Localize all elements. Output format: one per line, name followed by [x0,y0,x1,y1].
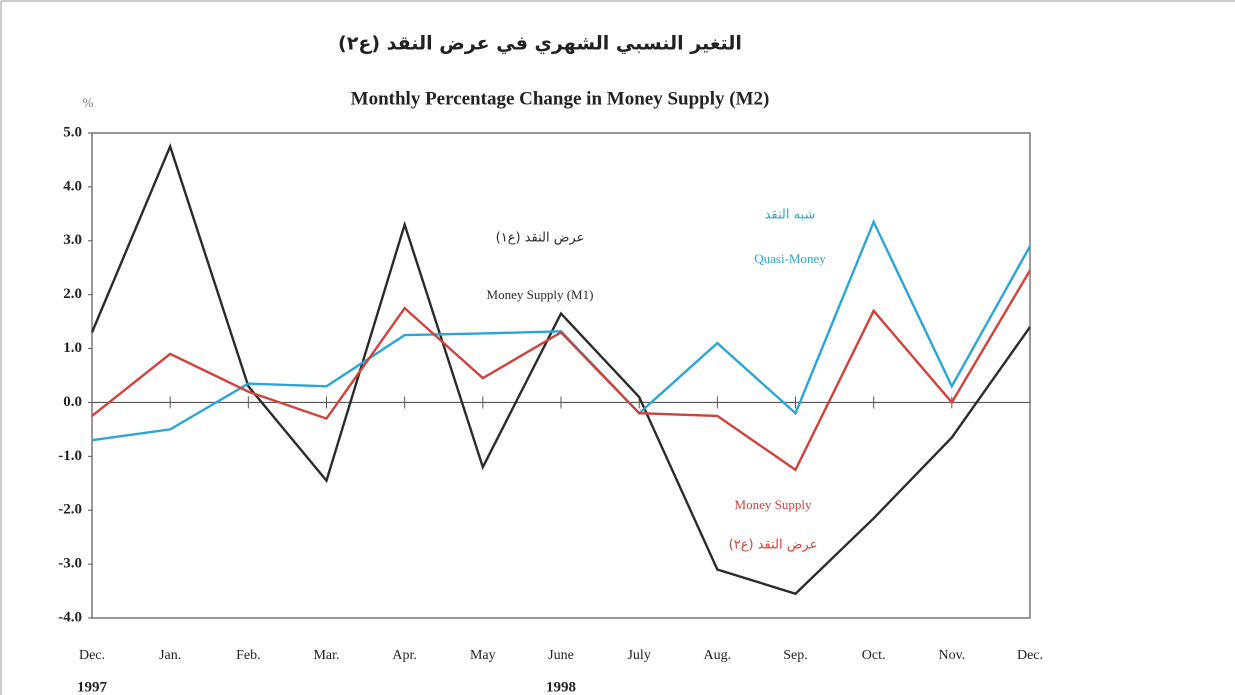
x-tick-label: Nov. [938,648,965,663]
series-label: Money Supply (M1) [487,287,594,302]
series-label: شبه النقد [765,208,816,223]
x-tick-label: Aug. [704,648,732,663]
x-tick-label: June [548,648,574,663]
series-line [91,269,1032,472]
chart-title: Monthly Percentage Change in Money Suppl… [351,88,770,109]
y-tick-label: -2.0 [58,502,82,518]
y-tick-label: 0.0 [63,394,82,410]
plot-frame [91,132,1031,619]
series-label: Quasi-Money [754,251,826,266]
x-tick-label: Feb. [236,648,261,663]
x-tick-label: Sep. [783,648,808,663]
chart-title-ar: التغير النسبي الشهري في عرض النقد (ع٢) [338,33,742,56]
x-tick-label: Jan. [159,648,181,663]
year-label: 1997 [77,679,108,695]
y-tick-label: 5.0 [63,124,82,140]
series-line [90,143,1031,596]
x-tick-label: Mar. [313,648,339,663]
y-tick-label: -3.0 [58,556,82,572]
y-tick-label: 4.0 [63,178,82,194]
series-label: عرض النقد (ع١) [496,231,585,246]
y-axis-label: % [83,95,94,110]
x-tick-label: Apr. [392,648,417,663]
y-tick-label: -1.0 [58,448,82,464]
y-tick-label: 3.0 [63,232,82,248]
x-tick-label: May [470,648,496,663]
y-tick-label: 1.0 [63,340,82,356]
x-tick-label: Oct. [862,648,886,663]
year-label: 1998 [546,679,576,695]
series-label: عرض النقد (ع٢) [729,538,818,553]
x-tick-label: Dec. [1017,648,1043,663]
x-tick-label: Dec. [79,648,105,663]
series-label: Money Supply [735,497,812,512]
x-tick-label: July [627,648,650,663]
y-tick-label: 2.0 [63,286,82,302]
y-tick-label: -4.0 [58,609,82,625]
